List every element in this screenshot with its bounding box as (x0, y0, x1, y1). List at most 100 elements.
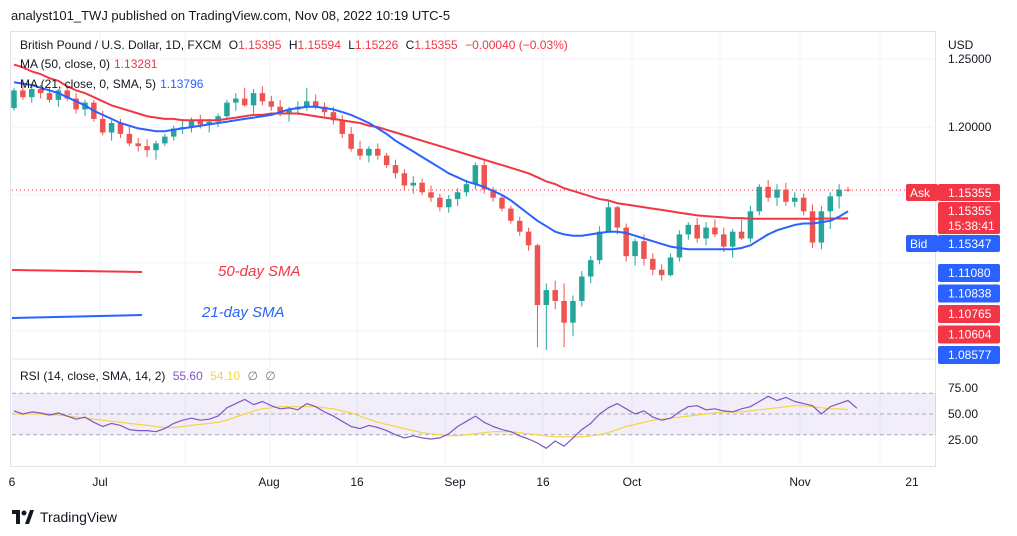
candle-body (37, 89, 44, 94)
open-label: O (228, 38, 239, 52)
price-marker-value: 1.10604 (948, 328, 992, 342)
countdown-timer: 15:38:41 (948, 219, 995, 233)
price-marker-value: 1.10838 (948, 287, 992, 301)
candle-body (543, 290, 550, 306)
ma50-legend: MA (50, close, 0) 1.13281 (20, 57, 161, 71)
ma21-label: MA (21, close, 0, SMA, 5) (20, 77, 157, 91)
candle-body (339, 120, 346, 134)
time-axis-label: 16 (536, 475, 550, 489)
rsi-tick-label: 50.00 (948, 407, 978, 421)
candles (11, 79, 851, 350)
ma50-value: 1.13281 (114, 57, 158, 71)
candle-body (552, 290, 558, 301)
time-axis-label: Aug (258, 475, 279, 489)
candle-body (410, 182, 417, 186)
rsi-pane (12, 392, 936, 449)
candle-body (632, 241, 638, 257)
rsi-tick-label: 75.00 (948, 381, 978, 395)
ask-value: 1.15355 (948, 186, 992, 200)
rsi-value: 55.60 (172, 369, 203, 383)
publisher-header: analyst101_TWJ published on TradingView.… (11, 8, 451, 23)
close-value: 1.15355 (414, 38, 458, 52)
price-marker-box (938, 264, 1000, 282)
candle-body (721, 234, 727, 247)
candle-body (445, 199, 452, 208)
candle-body (658, 269, 665, 276)
candle-body (561, 300, 567, 323)
time-axis-label: 21 (905, 475, 919, 489)
axes: USD1.250001.200001.15000Ask1.153551.1535… (9, 38, 1000, 489)
candle-body (756, 186, 763, 212)
low-value: 1.15226 (354, 38, 399, 52)
high-label: H (288, 38, 298, 52)
candle-body (357, 148, 363, 156)
candle-body (11, 90, 17, 109)
bid-label-box (906, 235, 938, 252)
candle-body (419, 182, 425, 193)
candle-body (827, 196, 834, 212)
high-value: 1.15594 (297, 38, 341, 52)
tradingview-logo[interactable]: TradingView (12, 509, 117, 525)
bid-value: 1.15347 (948, 237, 992, 251)
candle-body (747, 211, 754, 239)
candle-body (286, 109, 292, 114)
candle-body (703, 227, 709, 239)
candle-body (250, 93, 257, 106)
currency-label: USD (948, 38, 974, 52)
ask-label: Ask (910, 186, 931, 200)
candle-body (783, 189, 789, 202)
price-tick-label: 1.20000 (948, 120, 992, 134)
candle-body (818, 211, 825, 243)
price-marker-value: 1.08577 (948, 348, 992, 362)
candle-body (126, 133, 133, 144)
candle-body (712, 227, 718, 235)
candle-body (614, 207, 621, 228)
rsi-label: RSI (14, close, SMA, 14, 2) (20, 369, 166, 383)
ask-value-box (938, 184, 1000, 201)
candle-body (481, 165, 487, 190)
candle-body (650, 258, 656, 270)
time-axis-label: Sep (444, 475, 466, 489)
rsi-tick-label: 25.00 (948, 433, 978, 447)
candle-body (188, 120, 195, 128)
ma21-value: 1.13796 (160, 77, 204, 91)
ask-label-box (906, 184, 938, 201)
candle-body (268, 101, 275, 107)
candle-body (765, 186, 771, 198)
ma50-label: MA (50, close, 0) (20, 57, 111, 71)
candle-body (392, 165, 399, 174)
rsi-sma-value: 54.10 (210, 369, 241, 383)
ma50-line (13, 63, 849, 220)
candle-body (738, 231, 745, 239)
sma-annotations: 50-day SMA 21-day SMA (11, 263, 301, 321)
candle-body (729, 231, 736, 247)
time-axis-label: 16 (350, 475, 364, 489)
ma21-line (13, 81, 849, 251)
candle-body (224, 102, 230, 117)
candle-body (321, 106, 328, 113)
candle-body (206, 121, 212, 125)
time-axis-label: 6 (9, 475, 16, 489)
candle-body (836, 189, 842, 197)
candle-body (312, 101, 319, 107)
candle-body (170, 128, 177, 137)
candle-body (375, 148, 381, 156)
open-value: 1.15395 (238, 38, 282, 52)
candle-body (366, 148, 372, 156)
tradingview-logo-icon (12, 510, 34, 524)
branding-text: TradingView (40, 509, 118, 525)
candle-body (241, 98, 248, 106)
price-marker-box (938, 305, 1000, 323)
candle-body (792, 197, 798, 202)
moving-averages (13, 63, 849, 251)
sma50-annotation: 50-day SMA (218, 263, 301, 280)
candle-body (153, 143, 159, 151)
candle-body (383, 155, 390, 166)
candle-body (117, 123, 124, 134)
candle-body (774, 189, 780, 198)
candle-body (55, 90, 62, 100)
candle-body (233, 98, 239, 103)
candle-body (99, 118, 106, 133)
candle-body (135, 143, 141, 147)
